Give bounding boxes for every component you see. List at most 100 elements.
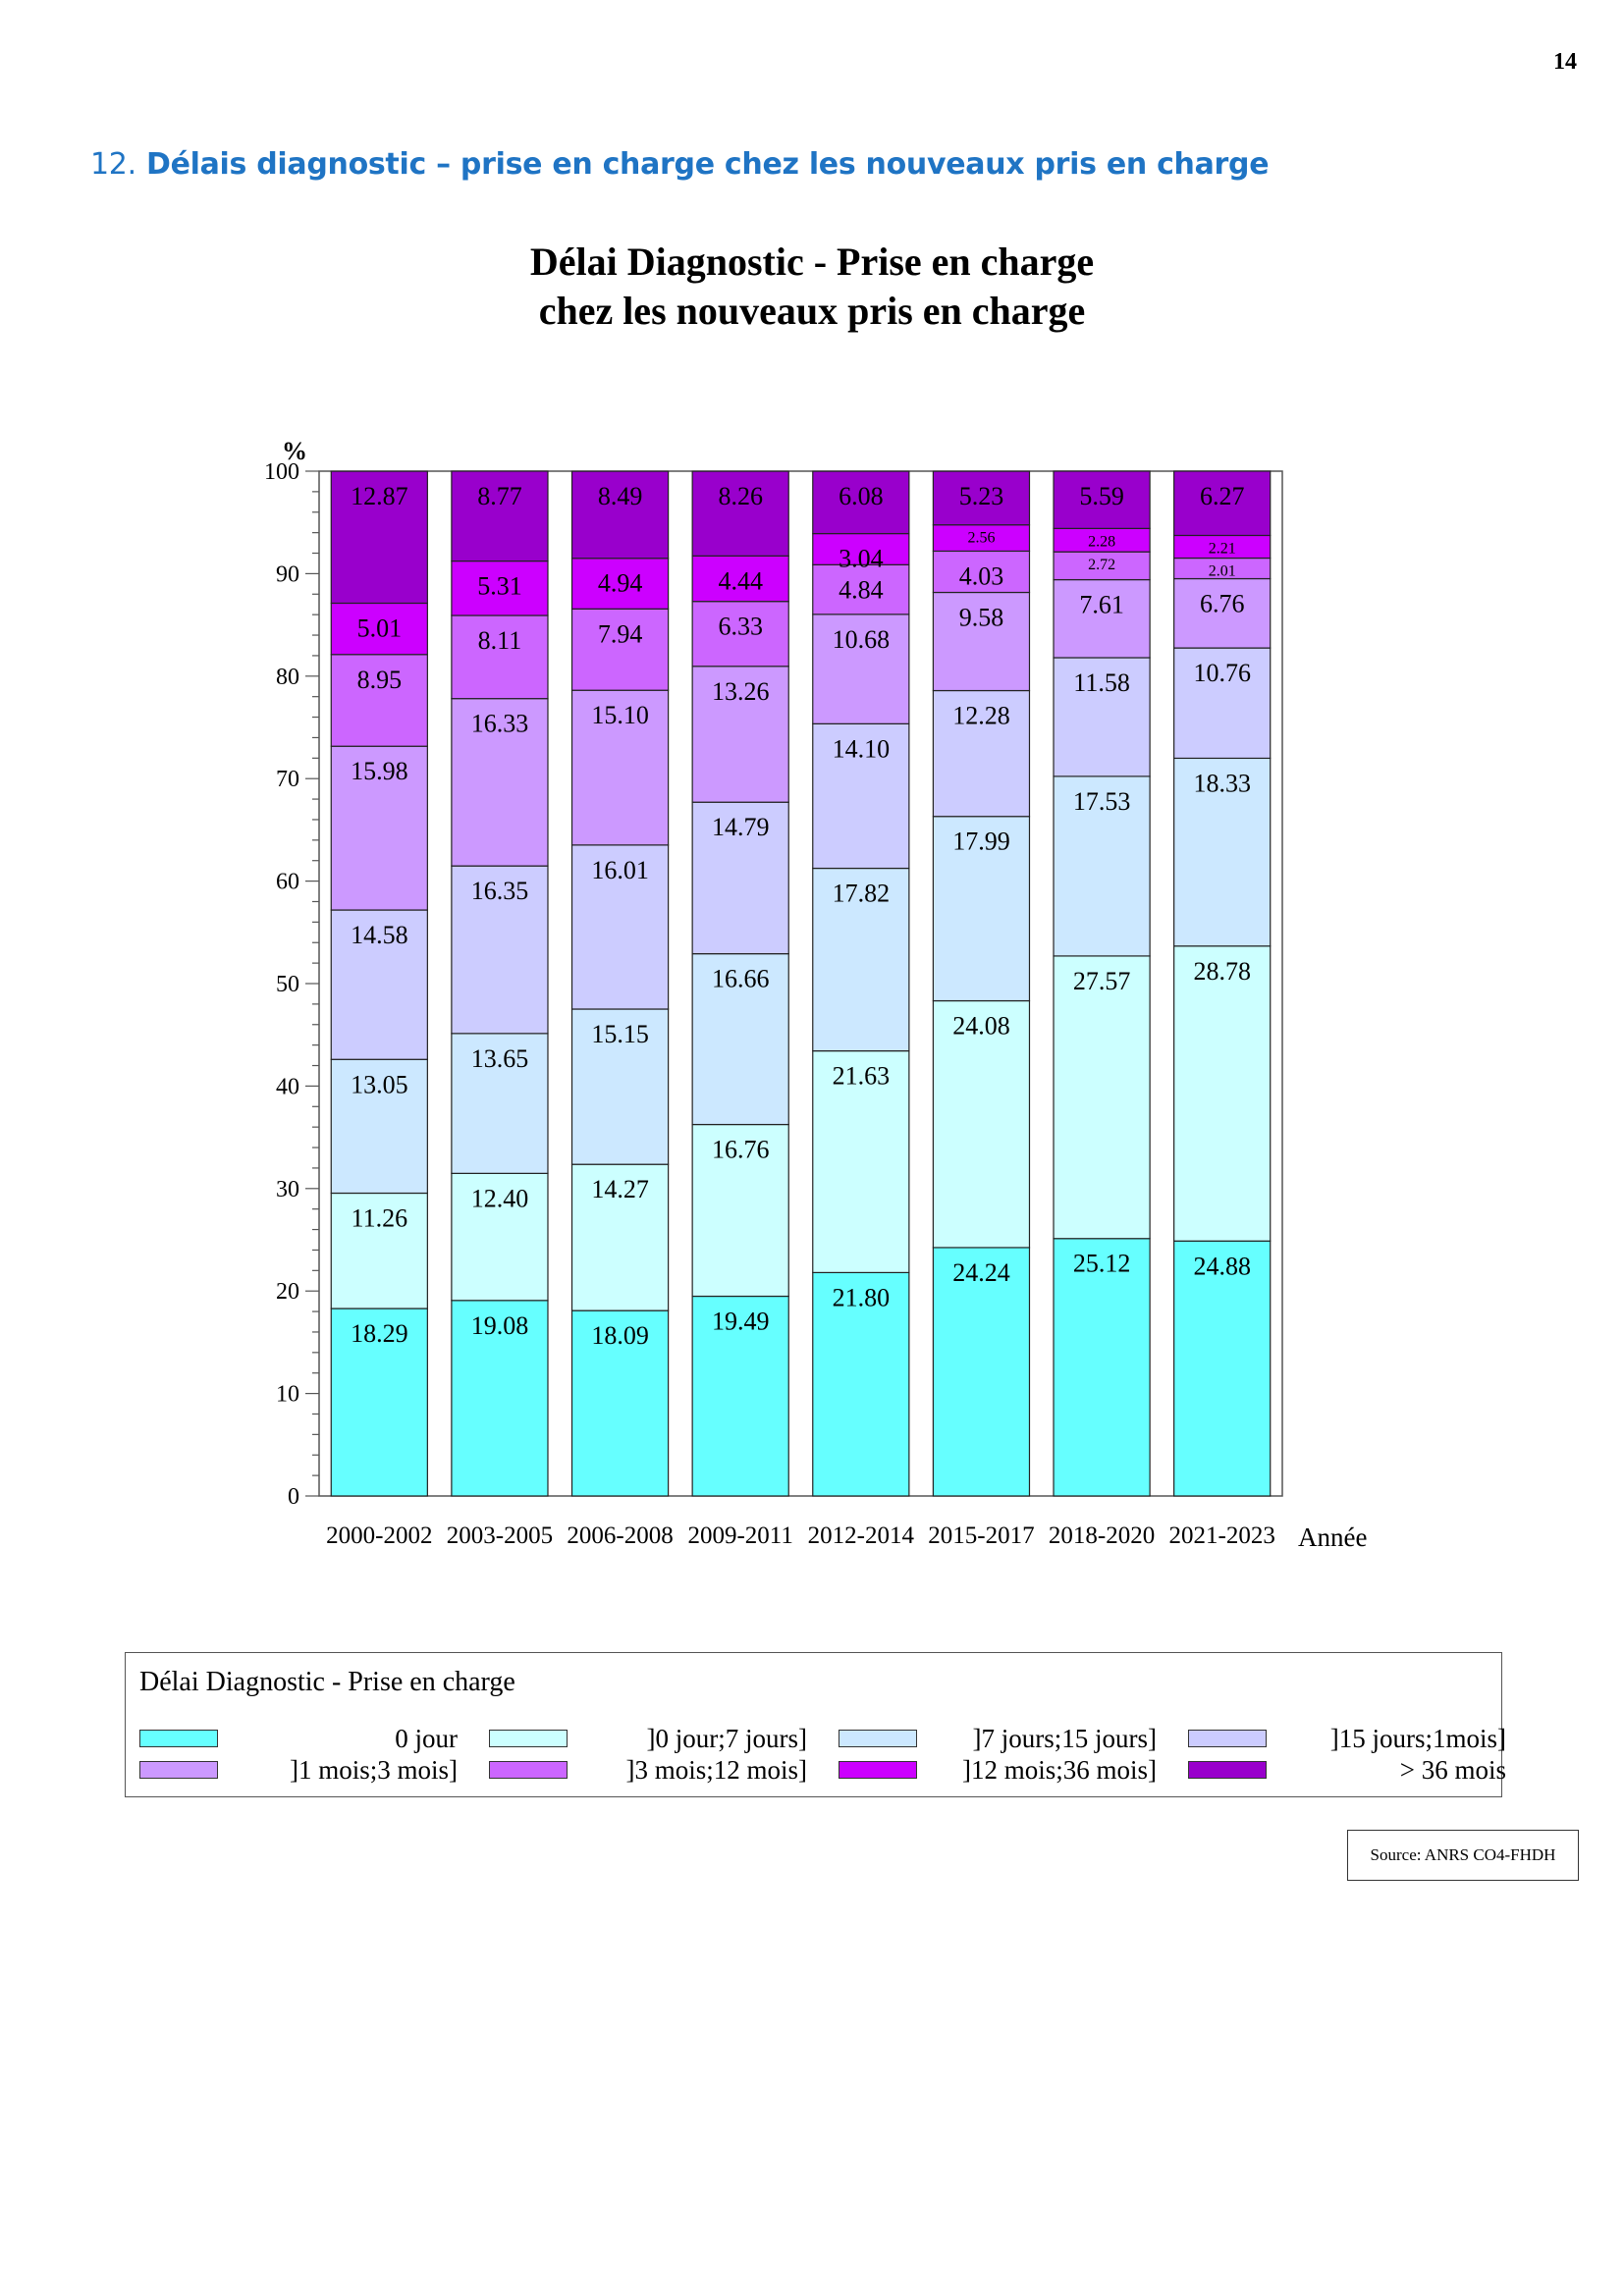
data-label: 6.33 xyxy=(718,613,763,641)
bar-segment xyxy=(451,698,549,867)
bar-segment xyxy=(1053,775,1151,957)
bar-segment xyxy=(330,602,428,656)
x-tick-label: 2000-2002 xyxy=(326,1522,432,1549)
data-label: 2.56 xyxy=(967,530,995,547)
data-label: 25.12 xyxy=(1073,1250,1131,1278)
bar-segment xyxy=(330,1058,428,1195)
legend-label: ]3 mois;12 mois] xyxy=(625,1755,807,1785)
bar-segment xyxy=(570,1008,670,1165)
data-label: 17.99 xyxy=(952,828,1010,856)
data-label: 7.94 xyxy=(598,619,643,648)
bar-segment xyxy=(1173,470,1272,537)
x-tick-label: 2009-2011 xyxy=(687,1522,792,1549)
data-label: 15.15 xyxy=(591,1020,649,1048)
data-label: 24.24 xyxy=(952,1258,1010,1287)
data-label: 14.58 xyxy=(351,921,408,949)
bar-segment xyxy=(812,563,910,615)
bar-segment xyxy=(1173,757,1272,947)
x-tick-label: 2018-2020 xyxy=(1049,1522,1155,1549)
bar-segment xyxy=(330,745,428,911)
legend-swatch xyxy=(839,1761,917,1779)
data-label: 5.01 xyxy=(357,614,403,642)
data-label: 13.26 xyxy=(712,677,770,706)
data-label: 18.33 xyxy=(1193,769,1251,797)
legend-item: > 36 mois xyxy=(1174,1755,1518,1785)
data-label: 12.87 xyxy=(351,482,408,510)
legend-item: ]0 jour;7 jours] xyxy=(475,1724,819,1753)
legend-label: ]15 jours;1mois] xyxy=(1329,1724,1506,1753)
data-label: 13.05 xyxy=(351,1070,408,1098)
bar-segment xyxy=(812,470,910,535)
bar-segment xyxy=(1173,577,1272,649)
y-tick-label: 50 xyxy=(276,972,299,997)
data-label: 12.28 xyxy=(952,702,1010,730)
data-label: 8.95 xyxy=(357,666,403,694)
legend-item: ]1 mois;3 mois] xyxy=(126,1755,469,1785)
bar-segment xyxy=(451,614,549,700)
data-label: 2.21 xyxy=(1209,540,1236,557)
bar-segment xyxy=(932,816,1031,1002)
bar-segment xyxy=(451,560,549,616)
bar-segment xyxy=(691,1123,789,1298)
legend-label: ]12 mois;36 mois] xyxy=(961,1755,1157,1785)
bar-segment xyxy=(932,524,1031,553)
bar-segment xyxy=(1053,657,1151,777)
bar-segment xyxy=(570,1163,670,1311)
bar-segment xyxy=(691,470,789,557)
legend-label: ]1 mois;3 mois] xyxy=(289,1755,458,1785)
data-label: 16.66 xyxy=(712,965,770,993)
bar-segment xyxy=(812,532,910,565)
data-label: 13.65 xyxy=(471,1044,529,1073)
bar-segment xyxy=(570,608,670,691)
data-label: 15.10 xyxy=(591,701,649,729)
y-tick-label: 20 xyxy=(276,1279,299,1305)
data-label: 7.61 xyxy=(1079,591,1124,619)
data-label: 16.01 xyxy=(591,856,649,884)
legend-swatch xyxy=(839,1730,917,1747)
y-tick-label: 60 xyxy=(276,870,299,895)
data-label: 6.08 xyxy=(839,482,884,510)
bar-segment xyxy=(691,555,789,603)
bar-segment xyxy=(812,614,910,724)
section-heading: 12. Délais diagnostic – prise en charge … xyxy=(90,147,1270,182)
legend-swatch xyxy=(1188,1730,1267,1747)
legend-label: ]0 jour;7 jours] xyxy=(646,1724,807,1753)
stacked-bar-chart: 0 10 20 30 40 50 60 70 80 90 100% 18.29 11.26 13.05 14… xyxy=(264,437,1367,1552)
data-label: 5.23 xyxy=(959,482,1004,510)
bar-segment xyxy=(570,558,670,610)
source-note: Source: ANRS CO4-FHDH xyxy=(1347,1830,1579,1881)
bar-segment xyxy=(570,689,670,846)
legend-item: ]15 jours;1mois] xyxy=(1174,1724,1518,1753)
legend-item: ]7 jours;15 jours] xyxy=(825,1724,1168,1753)
data-label: 11.26 xyxy=(352,1203,408,1232)
legend-label: ]7 jours;15 jours] xyxy=(972,1724,1157,1753)
bar-segment xyxy=(932,689,1031,818)
page-number: 14 xyxy=(1553,49,1577,75)
x-tick-label: 2021-2023 xyxy=(1169,1522,1275,1549)
data-label: 17.82 xyxy=(833,880,891,908)
data-label: 19.49 xyxy=(712,1308,770,1336)
bar-segment xyxy=(451,470,549,562)
legend-swatch xyxy=(489,1730,568,1747)
bar-segment xyxy=(570,844,670,1010)
y-tick-label: 40 xyxy=(276,1074,299,1099)
data-label: 8.26 xyxy=(718,482,763,510)
y-tick-label: 10 xyxy=(276,1382,299,1408)
bar-segment xyxy=(1053,578,1151,659)
data-label: 5.59 xyxy=(1079,482,1124,510)
section-title: Délais diagnostic – prise en charge chez… xyxy=(145,147,1270,182)
x-tick-label: 2012-2014 xyxy=(808,1522,915,1549)
y-tick-label: 0 xyxy=(288,1484,299,1510)
data-label: 8.11 xyxy=(478,626,522,655)
data-label: 27.57 xyxy=(1073,967,1131,995)
bar-segment xyxy=(691,801,789,955)
bar-segment xyxy=(330,1192,428,1309)
data-label: 3.04 xyxy=(839,545,884,573)
bar-segment xyxy=(1053,551,1151,581)
bar-segment xyxy=(691,953,789,1126)
bar-segment xyxy=(451,1300,549,1497)
data-label: 18.29 xyxy=(351,1319,408,1348)
data-label: 16.76 xyxy=(712,1136,770,1164)
data-label: 10.68 xyxy=(833,625,891,654)
legend-label: > 36 mois xyxy=(1399,1755,1506,1785)
